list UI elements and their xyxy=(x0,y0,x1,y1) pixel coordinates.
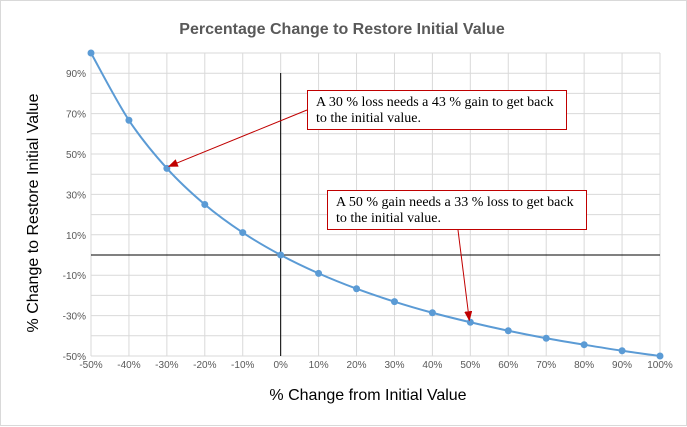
annotation-arrow xyxy=(457,229,473,322)
data-point xyxy=(315,269,323,277)
x-tick-label: 40% xyxy=(422,360,442,371)
data-point xyxy=(125,116,133,124)
y-tick-label: 90% xyxy=(66,69,86,80)
x-tick-label: 30% xyxy=(384,360,404,371)
data-point xyxy=(656,352,664,360)
data-point xyxy=(239,229,247,237)
data-point xyxy=(390,298,398,306)
data-point xyxy=(618,347,626,355)
annotation-arrow xyxy=(167,109,308,167)
x-tick-label: 70% xyxy=(536,360,556,371)
x-tick-label: -10% xyxy=(231,360,254,371)
annotation-arrows xyxy=(167,109,473,322)
x-tick-label: 90% xyxy=(612,360,632,371)
data-point xyxy=(353,285,361,293)
x-tick-label: -50% xyxy=(79,360,102,371)
data-point xyxy=(201,201,209,208)
data-point xyxy=(542,334,550,342)
x-tick-label: 50% xyxy=(460,360,480,371)
x-tick-label: 0% xyxy=(273,360,288,371)
annotation-gain: A 50 % gain needs a 33 % loss to get bac… xyxy=(327,190,587,230)
series-line xyxy=(90,52,661,357)
y-tick-label: 50% xyxy=(66,150,86,161)
x-tick-label: 20% xyxy=(347,360,367,371)
x-axis-title: % Change from Initial Value xyxy=(269,387,466,404)
x-tick-label: 60% xyxy=(498,360,518,371)
annotation-loss: A 30 % loss needs a 43 % gain to get bac… xyxy=(307,90,567,130)
series-layer xyxy=(87,49,664,360)
tick-labels: -50% -40% -30% -20% -10% 0% 10% 20% 30% 40% 50% 60%… xyxy=(63,69,673,371)
x-tick-label: 10% xyxy=(309,360,329,371)
x-tick-label: -40% xyxy=(117,360,140,371)
zero-axes xyxy=(91,73,660,356)
y-tick-label: 30% xyxy=(66,190,86,201)
y-tick-label: -50% xyxy=(63,352,86,363)
data-point xyxy=(277,251,285,259)
x-tick-label: 80% xyxy=(574,360,594,371)
data-point xyxy=(504,327,512,335)
x-tick-label: -20% xyxy=(193,360,216,371)
y-tick-label: 70% xyxy=(66,110,86,121)
chart-title: Percentage Change to Restore Initial Val… xyxy=(179,21,505,38)
y-tick-label: 10% xyxy=(66,231,86,242)
data-point xyxy=(580,341,588,349)
y-axis-title: % Change to Restore Initial Value xyxy=(25,93,42,332)
y-tick-label: -30% xyxy=(63,312,86,323)
data-point xyxy=(87,49,95,57)
data-point xyxy=(466,318,474,326)
y-tick-label: -10% xyxy=(63,271,86,282)
x-tick-label: 100% xyxy=(647,360,673,371)
data-point xyxy=(428,309,436,317)
x-tick-label: -30% xyxy=(155,360,178,371)
